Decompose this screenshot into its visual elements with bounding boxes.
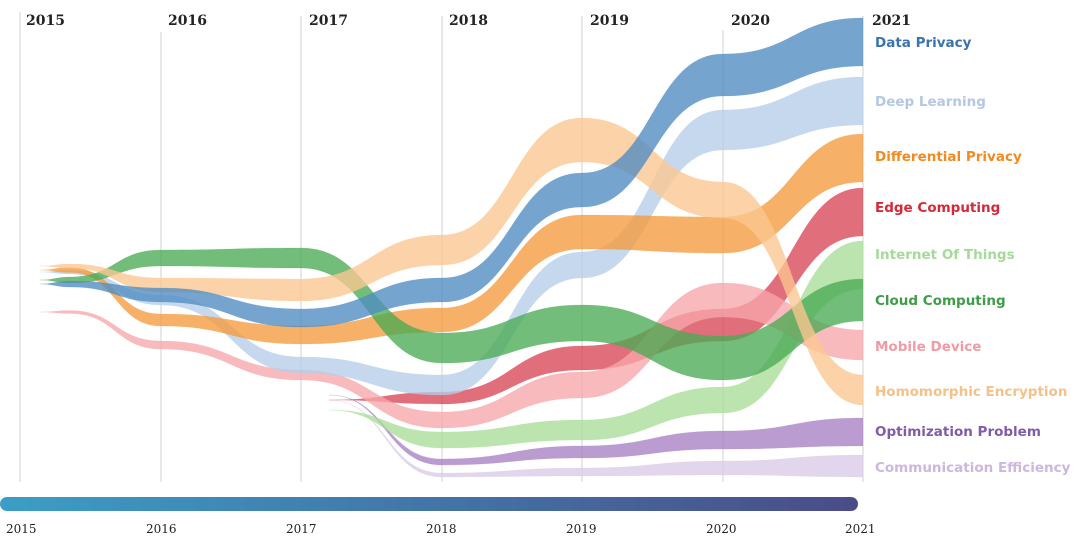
stream-cloud-computing[interactable]: [39, 247, 864, 381]
timeline-label-2018: 2018: [426, 522, 457, 536]
legend-label-differential-privacy[interactable]: Differential Privacy: [875, 149, 1022, 165]
top-year-label-2018: 2018: [449, 13, 488, 29]
legend-label-homomorphic-encryption[interactable]: Homomorphic Encryption: [875, 384, 1067, 400]
legend-label-communication-efficiency[interactable]: Communication Efficiency: [875, 460, 1071, 476]
stream-data-privacy[interactable]: [39, 17, 864, 328]
legend-label-optimization-problem[interactable]: Optimization Problem: [875, 424, 1041, 440]
legend-label-edge-computing[interactable]: Edge Computing: [875, 200, 1000, 216]
top-year-label-2015: 2015: [26, 13, 65, 29]
legend-label-cloud-computing[interactable]: Cloud Computing: [875, 293, 1006, 309]
stream-homomorphic-encryption[interactable]: [39, 117, 864, 406]
stream-edge-computing[interactable]: [328, 187, 864, 405]
stream-internet-of-things[interactable]: [328, 240, 864, 449]
timeline-label-2017: 2017: [286, 522, 317, 536]
legend-label-internet-of-things[interactable]: Internet Of Things: [875, 247, 1015, 263]
legend-label-deep-learning[interactable]: Deep Learning: [875, 94, 986, 110]
stream-optimization-problem[interactable]: [328, 394, 864, 466]
timeline-bar[interactable]: [0, 497, 858, 511]
series-legend-labels: Data Privacy Deep Learning Differential Pr…: [875, 35, 1071, 476]
timeline-track[interactable]: [0, 497, 858, 511]
timeline-label-2015: 2015: [6, 522, 37, 536]
timeline-label-2020: 2020: [706, 522, 737, 536]
top-year-label-2020: 2020: [731, 13, 770, 29]
stream-layers: [39, 17, 864, 478]
stream-deep-learning[interactable]: [39, 76, 864, 396]
timeline-year-labels: 2015 2016 2017 2018 2019 2020 2021: [6, 522, 876, 536]
legend-label-data-privacy[interactable]: Data Privacy: [875, 35, 972, 51]
timeline-label-2016: 2016: [146, 522, 177, 536]
stream-differential-privacy[interactable]: [39, 133, 864, 345]
timeline-label-2019: 2019: [566, 522, 597, 536]
stream-communication-efficiency[interactable]: [328, 399, 864, 478]
top-year-label-2019: 2019: [590, 13, 629, 29]
top-year-label-2017: 2017: [309, 13, 348, 29]
timeline-label-2021: 2021: [845, 522, 876, 536]
top-year-label-2016: 2016: [168, 13, 207, 29]
legend-label-mobile-device[interactable]: Mobile Device: [875, 339, 981, 355]
stream-mobile-device[interactable]: [39, 282, 864, 429]
top-year-labels: 2015 2016 2017 2018 2019 2020 2021: [26, 13, 911, 29]
top-year-label-2021: 2021: [872, 13, 911, 29]
